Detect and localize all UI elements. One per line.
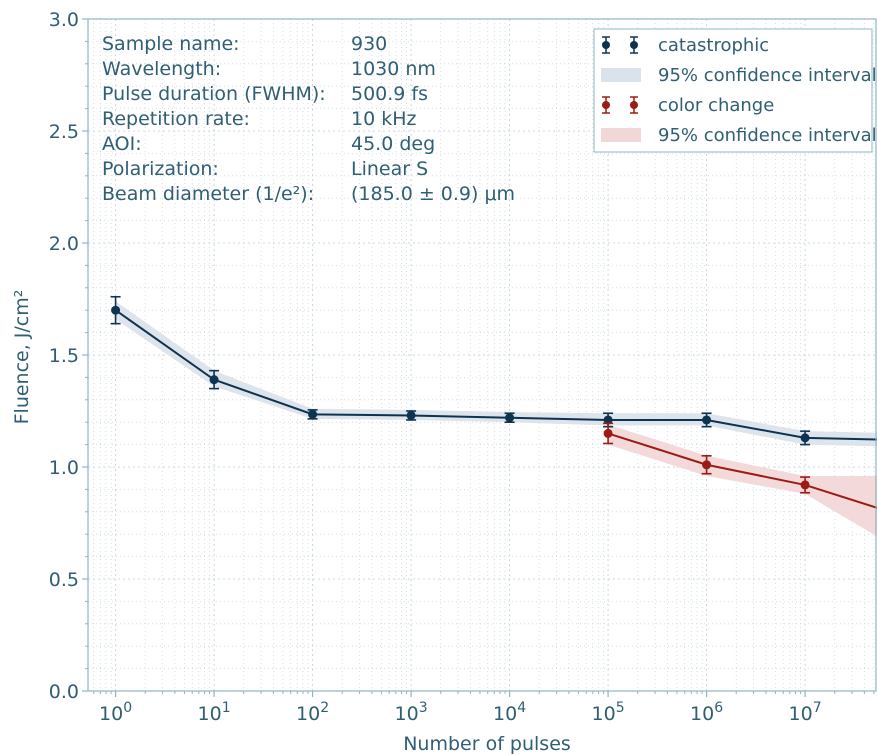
info-label: Pulse duration (FWHM): [102,83,326,105]
legend-marker [602,41,610,49]
info-label: Polarization: [102,158,219,180]
x-tick-label: 103 [395,700,428,725]
band-catastrophic [115,301,877,447]
point-catastrophic [800,433,810,443]
line-color-change [607,432,877,509]
info-value: (185.0 ± 0.9) μm [351,183,515,205]
point-color-change [800,480,810,490]
legend-label: 95% confidence interval [658,65,877,86]
legend-label: color change [658,95,774,116]
y-tick-label: 2.5 [49,121,79,143]
info-label: Sample name: [102,33,240,55]
y-tick-label: 1.5 [49,345,79,367]
legend-band-swatch [601,68,641,82]
x-tick-label: 101 [198,700,231,725]
point-catastrophic [505,413,515,423]
legend-marker [630,101,638,109]
point-catastrophic [603,415,613,425]
info-value: 1030 nm [351,58,436,80]
point-color-change [702,460,712,470]
band-color-change [608,424,877,537]
info-label: AOI: [102,133,142,155]
point-catastrophic [209,375,219,385]
point-catastrophic [111,305,121,315]
x-tick-label: 100 [99,700,132,725]
info-value: 930 [351,33,387,55]
x-axis-title: Number of pulses [403,733,571,755]
y-axis-title: Fluence, J/cm² [11,290,33,425]
info-label: Wavelength: [102,58,221,80]
legend-label: catastrophic [658,35,769,56]
legend-marker [630,41,638,49]
y-tick-label: 0.0 [49,681,79,703]
x-tick-label: 104 [493,700,526,725]
series [110,295,877,509]
point-catastrophic [406,410,416,420]
point-catastrophic [308,409,318,419]
info-label: Beam diameter (1/e²): [102,183,314,205]
y-tick-label: 2.0 [49,233,79,255]
y-tick-label: 3.0 [49,9,79,31]
y-tick-label: 0.5 [49,569,79,591]
legend: catastrophic 95% confidence interval color… [593,28,877,153]
point-catastrophic [702,415,712,425]
axes [82,18,877,697]
x-tick-label: 105 [592,700,625,725]
info-value: 10 kHz [351,108,417,130]
legend-label: 95% confidence interval [658,125,877,146]
info-value: 45.0 deg [351,133,435,155]
sample-info: Sample name: 930 Wavelength: 1030 nm Pulse d… [102,33,515,205]
tick-labels: 0.0 0.5 1.0 1.5 2.0 2.5 3.0 100 101 102 103 104 105 1… [49,9,822,725]
legend-band-swatch [601,128,641,142]
point-color-change [603,428,613,438]
info-value: Linear S [351,158,428,180]
legend-marker [602,101,610,109]
y-tick-label: 1.0 [49,457,79,479]
x-tick-label: 107 [789,700,822,725]
info-value: 500.9 fs [351,83,428,105]
x-tick-label: 106 [690,700,723,725]
x-tick-label: 102 [296,700,329,725]
info-label: Repetition rate: [102,108,250,130]
confidence-bands [115,301,877,537]
